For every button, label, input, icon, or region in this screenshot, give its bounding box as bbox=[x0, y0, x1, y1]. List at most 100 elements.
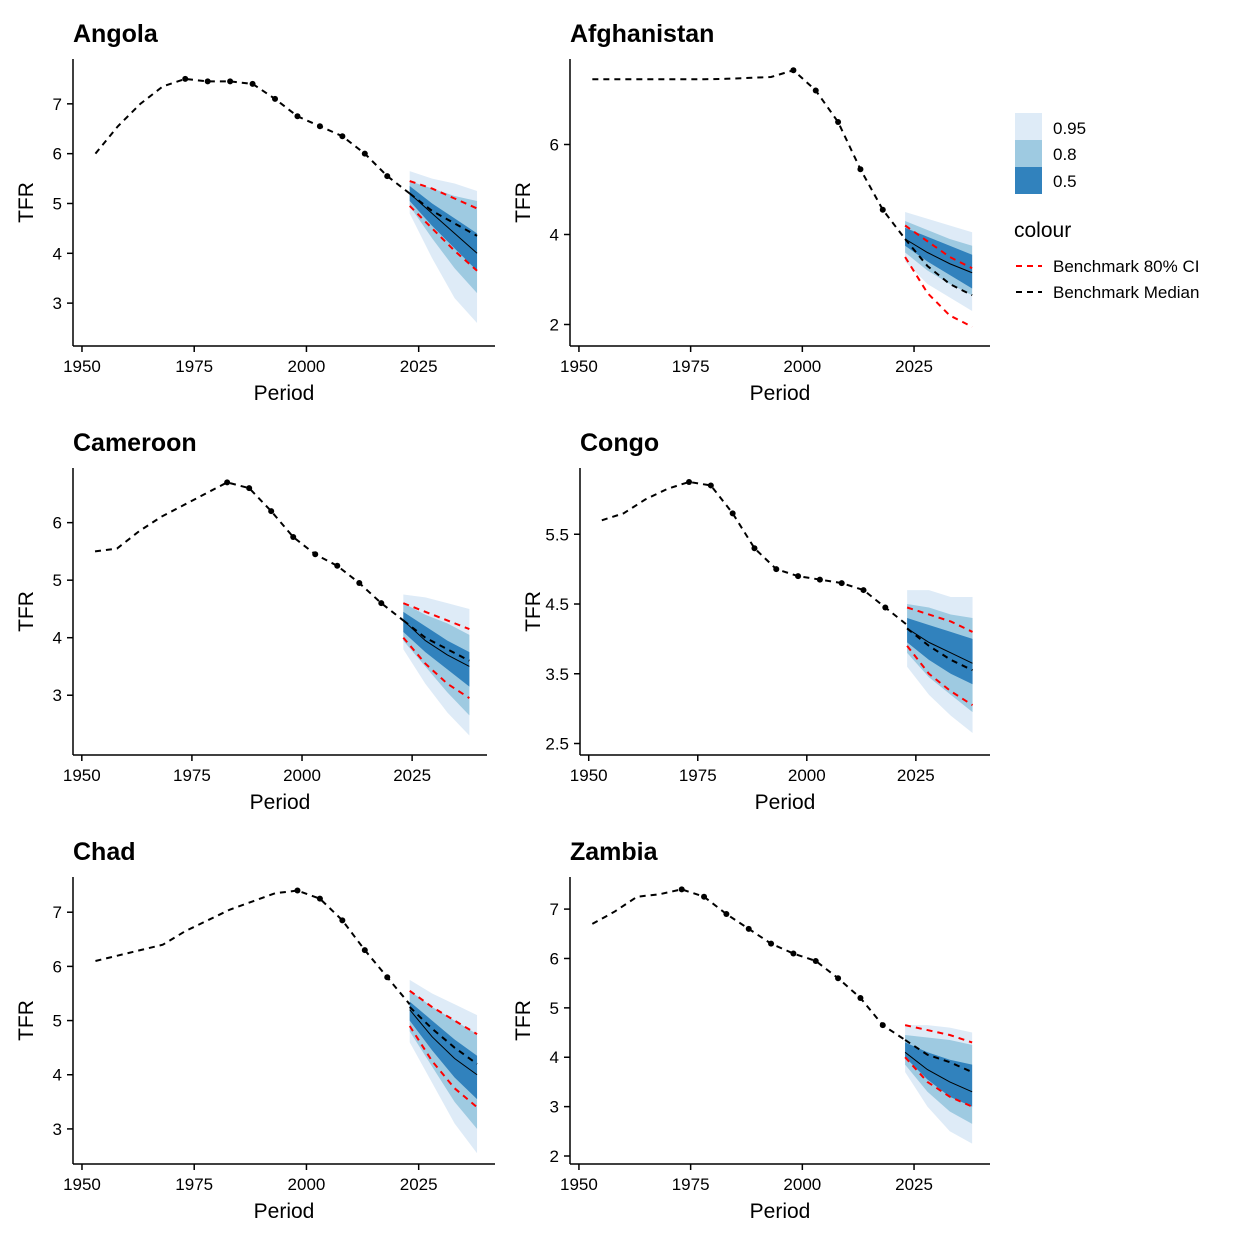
panel-title-chad: Chad bbox=[73, 838, 136, 866]
panel-title-zambia: Zambia bbox=[570, 838, 659, 866]
benchmark-ci-upper-chad bbox=[409, 989, 478, 1035]
benchmark-median-forecast-afghanistan bbox=[904, 238, 973, 297]
observed-point-cameroon bbox=[334, 562, 341, 569]
forecast-median-cameroon bbox=[402, 620, 470, 667]
panel-afghanistan: Afghanistan 1950 1975 2000 2025 2 4 6 Period TFR bbox=[512, 20, 990, 405]
benchmark-ci-lower-congo bbox=[906, 645, 974, 706]
forecast-median-congo bbox=[906, 628, 973, 664]
observed-point-angola bbox=[294, 113, 301, 120]
x-tick-label-congo: 2000 bbox=[788, 766, 826, 785]
y-tick-label-afghanistan: 4 bbox=[550, 226, 559, 245]
legend-key-0.5 bbox=[1015, 167, 1042, 194]
legend-label-benchmark-ci: Benchmark 80% CI bbox=[1053, 257, 1199, 276]
observed-point-congo bbox=[707, 482, 714, 489]
observed-point-chad bbox=[316, 895, 323, 902]
y-tick-label-angola: 7 bbox=[53, 95, 62, 114]
observed-point-afghanistan bbox=[812, 87, 819, 94]
y-tick-label-chad: 7 bbox=[53, 903, 62, 922]
x-axis-title-chad: Period bbox=[254, 1200, 315, 1223]
y-tick-label-zambia: 6 bbox=[550, 949, 559, 968]
benchmark-median-forecast-angola bbox=[409, 192, 478, 237]
y-tick-label-congo: 2.5 bbox=[545, 735, 569, 754]
panel-title-cameroon: Cameroon bbox=[73, 429, 197, 457]
y-tick-label-cameroon: 6 bbox=[53, 514, 62, 533]
legend-label-benchmark-median: Benchmark Median bbox=[1053, 283, 1199, 302]
x-tick-label-chad: 1975 bbox=[175, 1175, 213, 1194]
legend-label-0.95: 0.95 bbox=[1053, 119, 1086, 138]
x-tick-label-angola: 1975 bbox=[175, 357, 213, 376]
observed-point-cameroon bbox=[378, 600, 385, 607]
benchmark-median-history-afghanistan bbox=[592, 69, 906, 240]
observed-point-chad bbox=[294, 887, 301, 894]
observed-point-afghanistan bbox=[790, 67, 797, 74]
x-tick-label-congo: 1950 bbox=[570, 766, 608, 785]
observed-point-chad bbox=[384, 974, 391, 981]
observed-point-congo bbox=[773, 566, 780, 573]
x-tick-label-congo: 2025 bbox=[897, 766, 935, 785]
benchmark-median-forecast-congo bbox=[906, 627, 973, 672]
y-tick-label-congo: 4.5 bbox=[545, 595, 569, 614]
observed-point-congo bbox=[882, 604, 889, 611]
x-tick-label-cameroon: 2000 bbox=[283, 766, 321, 785]
y-tick-label-chad: 3 bbox=[53, 1120, 62, 1139]
y-tick-label-angola: 4 bbox=[53, 244, 62, 263]
x-tick-label-chad: 1950 bbox=[63, 1175, 101, 1194]
forecast-median-chad bbox=[409, 1009, 478, 1076]
observed-point-zambia bbox=[701, 893, 708, 900]
y-tick-label-afghanistan: 2 bbox=[550, 316, 559, 335]
observed-point-cameroon bbox=[290, 534, 297, 541]
x-tick-label-angola: 2000 bbox=[288, 357, 326, 376]
legend-label-0.8: 0.8 bbox=[1053, 145, 1077, 164]
observed-point-angola bbox=[182, 75, 189, 82]
benchmark-ci-upper-zambia bbox=[904, 1024, 973, 1044]
benchmark-median-history-zambia bbox=[591, 888, 906, 1041]
x-tick-label-angola: 2025 bbox=[400, 357, 438, 376]
benchmark-ci-lower-cameroon bbox=[402, 637, 470, 699]
x-tick-label-afghanistan: 2000 bbox=[783, 357, 821, 376]
panel-congo: Congo 1950 1975 2000 2025 2.5 3.5 4.5 5.5 Period T… bbox=[522, 429, 990, 814]
benchmark-ci-lower-zambia bbox=[904, 1056, 973, 1108]
observed-point-congo bbox=[686, 478, 693, 485]
y-tick-label-congo: 5.5 bbox=[545, 525, 569, 544]
benchmark-median-forecast-chad bbox=[409, 1006, 478, 1065]
benchmark-ci-lower-angola bbox=[408, 205, 478, 272]
observed-point-angola bbox=[249, 80, 256, 87]
observed-point-zambia bbox=[790, 950, 797, 957]
y-axis-title-angola: TFR bbox=[15, 182, 38, 223]
y-axis-title-chad: TFR bbox=[15, 1000, 38, 1041]
panel-chad: Chad 1950 1975 2000 2025 3 4 5 6 7 Period TFR bbox=[15, 838, 495, 1223]
panel-cameroon: Cameroon 1950 1975 2000 2025 3 4 5 6 Period TFR bbox=[15, 429, 487, 814]
observed-point-chad bbox=[339, 917, 346, 924]
x-tick-label-chad: 2025 bbox=[400, 1175, 438, 1194]
observed-point-afghanistan bbox=[835, 119, 842, 125]
x-tick-label-congo: 1975 bbox=[679, 766, 717, 785]
x-tick-label-angola: 1950 bbox=[63, 357, 101, 376]
y-tick-label-chad: 6 bbox=[53, 957, 62, 976]
observed-point-angola bbox=[272, 95, 279, 102]
benchmark-ci-upper-cameroon bbox=[402, 602, 470, 631]
observed-point-zambia bbox=[768, 940, 775, 947]
y-tick-label-chad: 5 bbox=[53, 1012, 62, 1031]
benchmark-ci-upper-angola bbox=[409, 180, 478, 210]
x-tick-label-chad: 2000 bbox=[288, 1175, 326, 1194]
x-tick-label-afghanistan: 1975 bbox=[672, 357, 710, 376]
observed-point-cameroon bbox=[268, 508, 275, 515]
observed-point-zambia bbox=[835, 975, 842, 982]
y-tick-label-zambia: 5 bbox=[550, 999, 559, 1018]
y-axis-title-congo: TFR bbox=[522, 591, 545, 632]
x-axis-title-afghanistan: Period bbox=[750, 382, 811, 405]
observed-point-cameroon bbox=[246, 485, 253, 492]
x-tick-label-afghanistan: 2025 bbox=[895, 357, 933, 376]
legend-key-0.8 bbox=[1015, 140, 1042, 167]
benchmark-ci-lower-chad bbox=[408, 1025, 478, 1109]
y-tick-label-zambia: 3 bbox=[550, 1098, 559, 1117]
observed-point-angola bbox=[204, 78, 211, 85]
x-tick-label-zambia: 2000 bbox=[783, 1175, 821, 1194]
forecast-median-afghanistan bbox=[904, 238, 973, 274]
x-tick-label-zambia: 2025 bbox=[895, 1175, 933, 1194]
observed-point-afghanistan bbox=[857, 166, 864, 173]
observed-point-angola bbox=[361, 150, 368, 157]
benchmark-ci-upper-congo bbox=[906, 606, 973, 633]
panel-zambia: Zambia 1950 1975 2000 2025 2 3 4 5 6 7 Period TFR bbox=[512, 838, 990, 1223]
x-tick-label-zambia: 1950 bbox=[560, 1175, 598, 1194]
